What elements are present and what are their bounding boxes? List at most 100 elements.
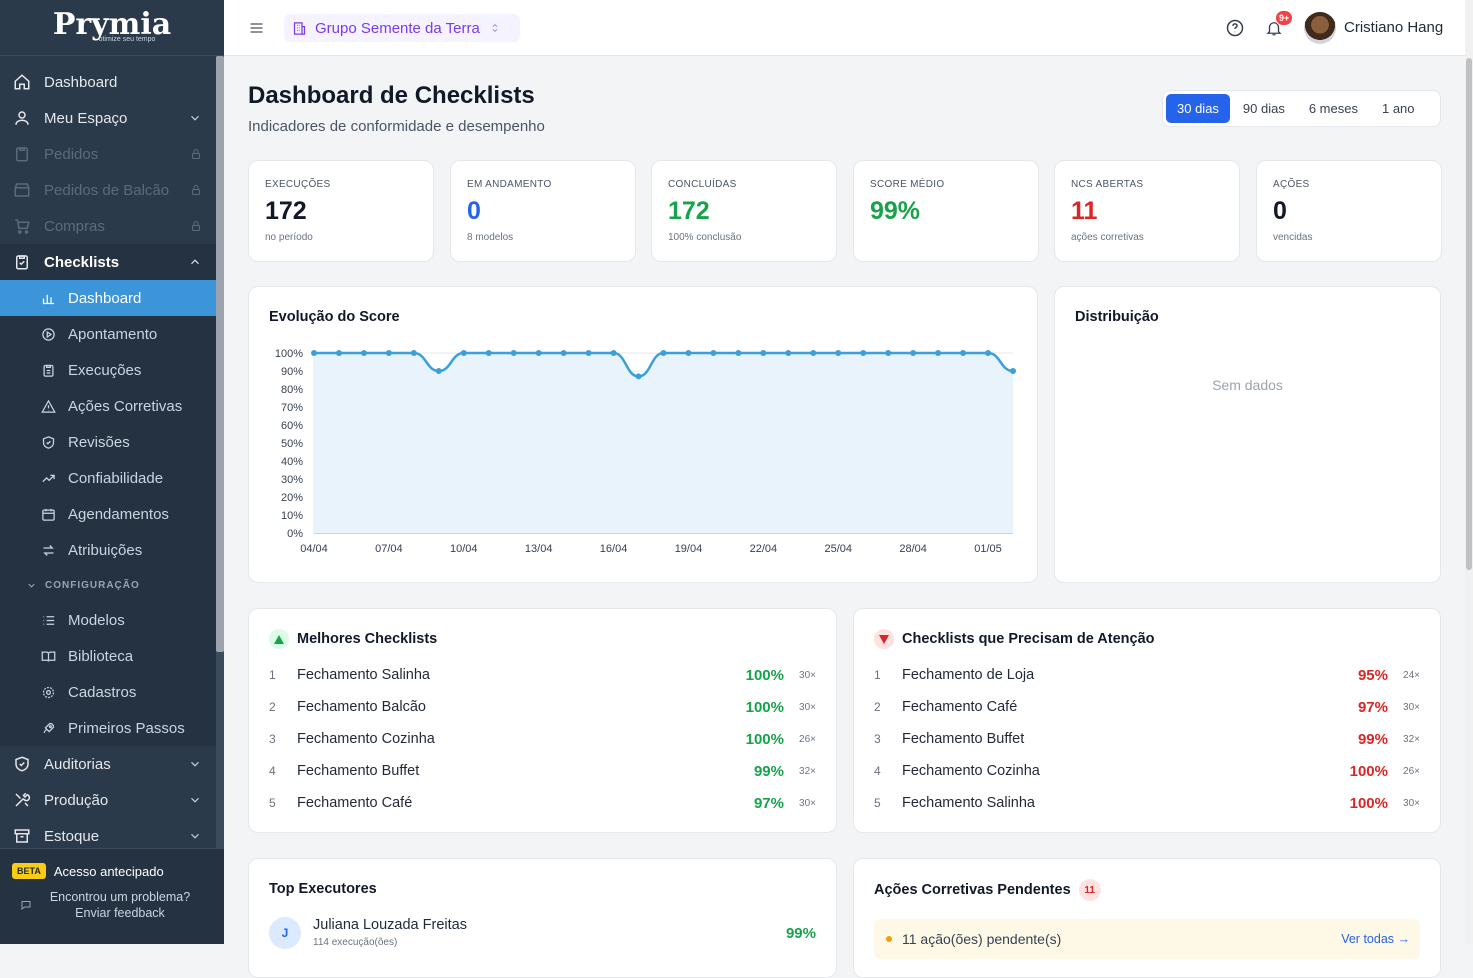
distribution-card: Distribuição Sem dados [1054, 286, 1441, 583]
organization-name: Grupo Semente da Terra [315, 19, 480, 37]
list-item[interactable]: 5 Fechamento Café 97% 30× [269, 787, 816, 819]
help-icon[interactable] [1225, 18, 1245, 38]
page-scrollbar[interactable] [1465, 0, 1473, 944]
list-item[interactable]: 2 Fechamento Café 97% 30× [874, 691, 1420, 723]
sidebar-item-estoque[interactable]: Estoque [0, 818, 216, 854]
x-tick-label: 28/04 [899, 543, 927, 555]
checklist-icon [12, 252, 32, 272]
checklist-name: Fechamento Buffet [902, 731, 1025, 747]
sidebar-sub-modelos[interactable]: Modelos [0, 602, 216, 638]
y-tick-label: 100% [275, 348, 303, 360]
sidebar-sub-atribuicoes[interactable]: Atribuições [0, 532, 216, 568]
checklist-score: 99% [1357, 730, 1388, 748]
list-item[interactable]: 4 Fechamento Cozinha 100% 26× [874, 755, 1420, 787]
list-item[interactable]: 3 Fechamento Cozinha 100% 26× [269, 723, 816, 755]
sidebar-item-meu-espaco[interactable]: Meu Espaço [0, 100, 216, 136]
view-all-link[interactable]: Ver todas → [1341, 932, 1410, 946]
top-executors-card: Top Executores J Juliana Louzada Freitas… [248, 858, 837, 978]
logo[interactable]: Prymia otimize seu tempo [0, 0, 224, 56]
best-checklists-title: Melhores Checklists [297, 631, 438, 647]
sidebar-item-label: Meu Espaço [44, 109, 128, 127]
top-executors-title: Top Executores [269, 881, 377, 897]
beta-panel: BETA Acesso antecipado Encontrou um prob… [0, 848, 224, 944]
y-tick-label: 90% [281, 366, 303, 378]
kpi-em-andamento: EM ANDAMENTO 0 8 modelos [450, 160, 636, 262]
checklist-name: Fechamento de Loja [902, 667, 1035, 683]
period-90-dias[interactable]: 90 dias [1242, 101, 1285, 116]
period-6-meses[interactable]: 6 meses [1308, 101, 1358, 116]
checklist-name: Fechamento Buffet [297, 763, 420, 779]
data-point [760, 350, 767, 356]
feedback-link[interactable]: Encontrou um problema? Enviar feedback [0, 879, 224, 921]
executor-name: Juliana Louzada Freitas [313, 917, 467, 933]
sidebar-item-auditorias[interactable]: Auditorias [0, 746, 216, 782]
period-30-dias[interactable]: 30 dias [1166, 94, 1230, 123]
period-1-ano[interactable]: 1 ano [1381, 101, 1415, 116]
pending-dot [886, 936, 892, 942]
executor-row[interactable]: J Juliana Louzada Freitas 114 execução(õ… [269, 915, 816, 955]
feedback-action: Enviar feedback [75, 906, 165, 920]
checklist-score: 100% [1349, 794, 1388, 812]
data-point [460, 350, 467, 356]
sidebar-sub-label: Modelos [68, 611, 125, 629]
home-icon [12, 72, 32, 92]
sidebar-sub-confiabilidade[interactable]: Confiabilidade [0, 460, 216, 496]
list-item[interactable]: 4 Fechamento Buffet 99% 32× [269, 755, 816, 787]
organization-selector[interactable]: Grupo Semente da Terra [284, 14, 520, 42]
distribution-empty: Sem dados [1212, 377, 1283, 393]
page-scrollbar-thumb[interactable] [1466, 58, 1472, 570]
rank-number: 1 [874, 668, 881, 682]
kpi-sub: 100% conclusão [668, 232, 742, 243]
checklist-name: Fechamento Cozinha [902, 763, 1040, 779]
menu-icon[interactable] [248, 20, 265, 36]
kpi-value: 11 [1071, 197, 1098, 225]
list-item[interactable]: 5 Fechamento Salinha 100% 30× [874, 787, 1420, 819]
sidebar-sub-acoes-corretivas[interactable]: Ações Corretivas [0, 388, 216, 424]
list-item[interactable]: 2 Fechamento Balcão 100% 30× [269, 691, 816, 723]
checklist-name: Fechamento Salinha [902, 795, 1035, 811]
sidebar-sub-execucoes[interactable]: Execuções [0, 352, 216, 388]
sidebar-sub-cadastros[interactable]: Cadastros [0, 674, 216, 710]
user-name[interactable]: Cristiano Hang [1344, 19, 1444, 36]
sidebar-item-dashboard[interactable]: Dashboard [0, 64, 216, 100]
feedback-question: Encontrou um problema? [49, 890, 191, 904]
sidebar-sub-revisoes[interactable]: Revisões [0, 424, 216, 460]
executor-avatar: J [269, 917, 301, 949]
sidebar-sub-agendamentos[interactable]: Agendamentos [0, 496, 216, 532]
config-section-header[interactable]: CONFIGURAÇÃO [0, 568, 216, 602]
y-tick-label: 10% [281, 510, 303, 522]
sidebar-sub-label: Primeiros Passos [68, 719, 185, 737]
page-subtitle: Indicadores de conformidade e desempenho [248, 118, 545, 135]
kpi-score-medio: SCORE MÉDIO 99% [853, 160, 1039, 262]
sidebar-sub-label: Biblioteca [68, 647, 134, 665]
sidebar-sub-biblioteca[interactable]: Biblioteca [0, 638, 216, 674]
pending-actions-card: Ações Corretivas Pendentes 11 11 ação(õe… [853, 858, 1441, 978]
sidebar-sub-primeiros-passos[interactable]: Primeiros Passos [0, 710, 216, 746]
list-item[interactable]: 1 Fechamento de Loja 95% 24× [874, 659, 1420, 691]
kpi-value: 99% [870, 197, 921, 225]
sidebar-sub-dashboard[interactable]: Dashboard [0, 280, 216, 316]
list-item[interactable]: 1 Fechamento Salinha 100% 30× [269, 659, 816, 691]
data-point [910, 350, 917, 356]
kpi-value: 172 [668, 197, 710, 225]
sidebar-item-pedidos: Pedidos [0, 136, 216, 172]
sidebar-sub-apontamento[interactable]: Apontamento [0, 316, 216, 352]
archive-icon [12, 826, 32, 846]
clipboard-icon [12, 144, 32, 164]
sidebar-scrollbar[interactable] [216, 56, 224, 652]
avatar[interactable] [1304, 12, 1336, 44]
pending-summary: 11 ação(ões) pendente(s) Ver todas → [874, 919, 1420, 959]
kpi-label: SCORE MÉDIO [870, 179, 945, 190]
kpi-acoes: AÇÕES 0 vencidas [1256, 160, 1442, 262]
sidebar-sub-label: Execuções [68, 361, 142, 379]
sidebar-item-producao[interactable]: Produção [0, 782, 216, 818]
sidebar-item-checklists[interactable]: Checklists [0, 244, 216, 280]
sidebar: Prymia otimize seu tempo Dashboard Meu E… [0, 0, 224, 944]
list-item[interactable]: 3 Fechamento Buffet 99% 32× [874, 723, 1420, 755]
beta-row: BETA Acesso antecipado [0, 849, 224, 879]
kpi-label: EXECUÇÕES [265, 179, 331, 190]
warning-icon [40, 398, 56, 414]
chevron-up-icon [191, 259, 199, 265]
kpi-sub: no período [265, 232, 313, 243]
notifications-button[interactable]: 9+ [1265, 10, 1294, 43]
